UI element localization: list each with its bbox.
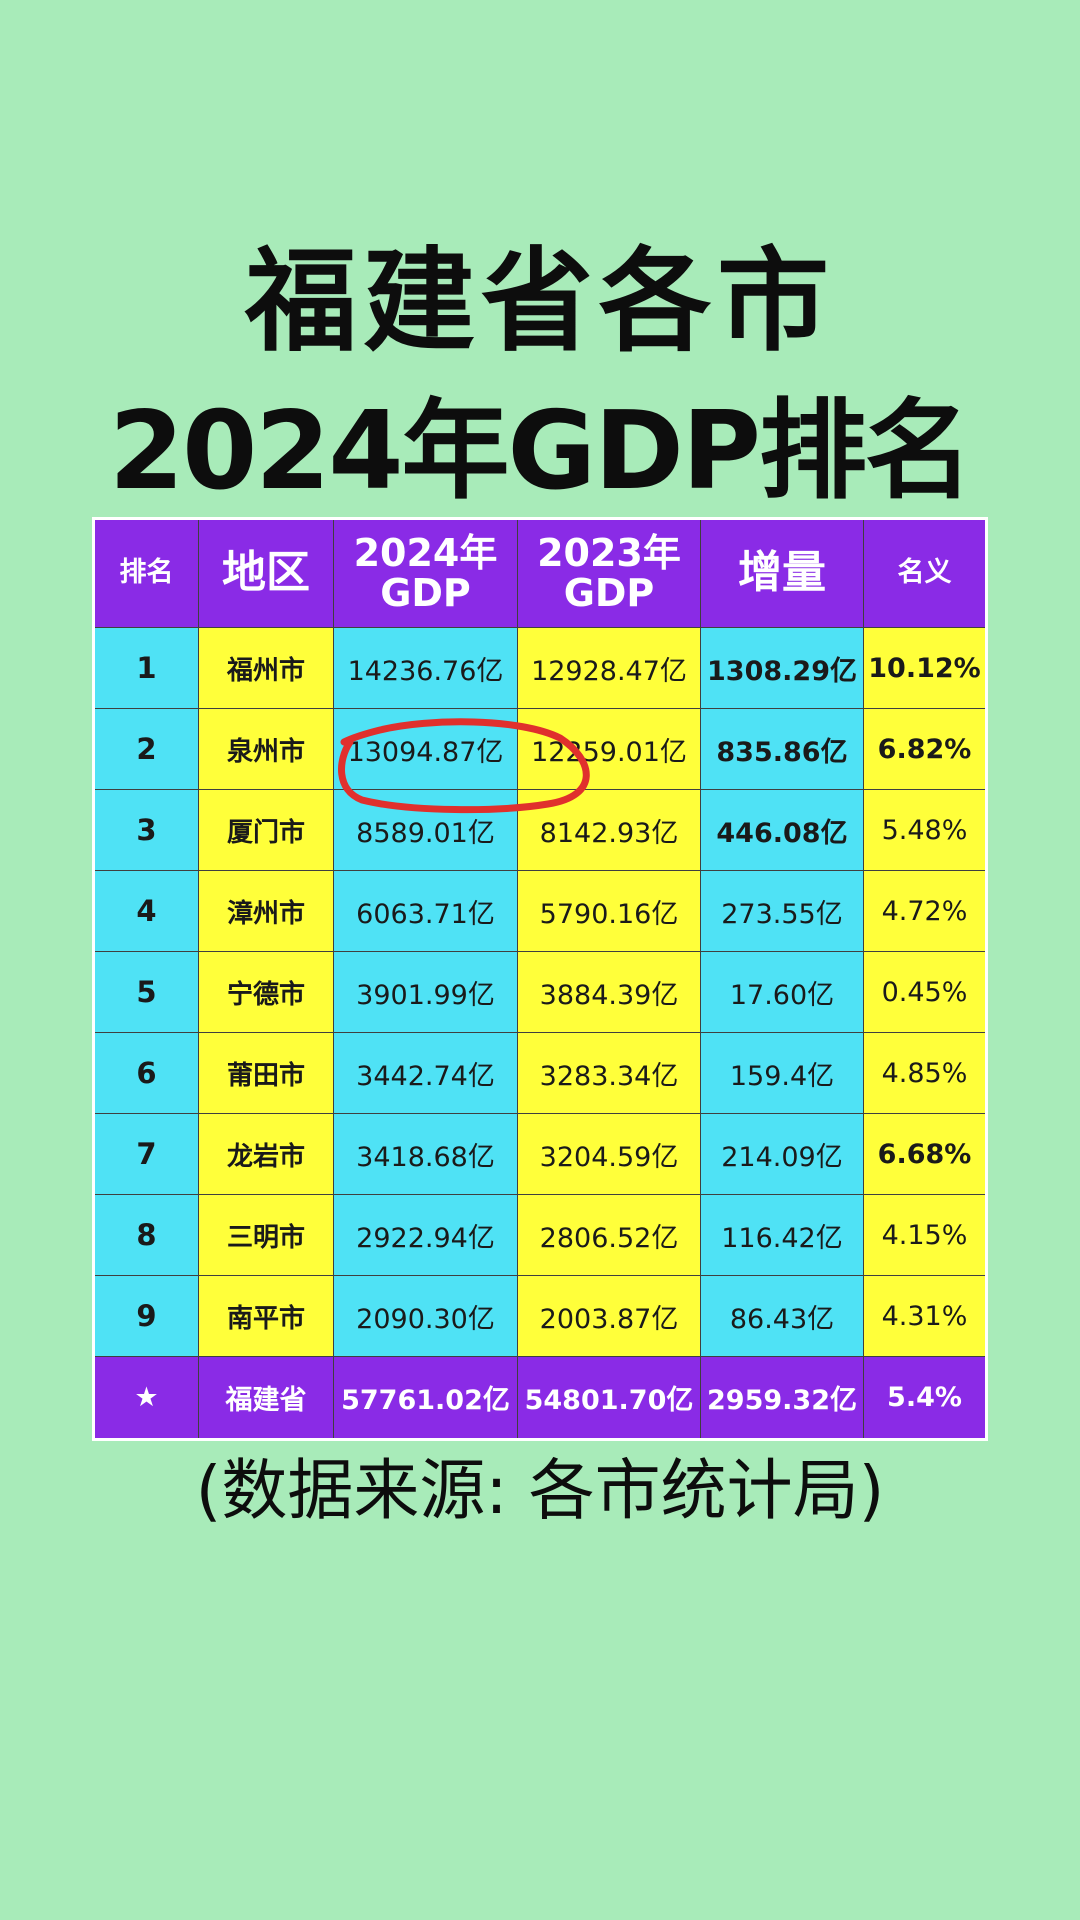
growth-cell: 5.48% (863, 789, 987, 871)
rank-cell: 4 (93, 870, 199, 952)
increase-cell: 214.09亿 (700, 1113, 864, 1195)
star-icon: ★ (93, 1356, 199, 1440)
header-increase: 增量 (700, 518, 864, 628)
gdp-2023-cell: 2806.52亿 (517, 1194, 701, 1276)
table-row: 6 莆田市 3442.74亿 3283.34亿 159.4亿 4.85% (93, 1032, 987, 1114)
rank-cell: 7 (93, 1113, 199, 1195)
gdp-2024-cell: 14236.76亿 (333, 627, 518, 709)
gdp-2024-cell: 13094.87亿 (333, 708, 518, 790)
total-gdp-2024: 57761.02亿 (333, 1356, 518, 1440)
total-row: ★ 福建省 57761.02亿 54801.70亿 2959.32亿 5.4% (93, 1356, 987, 1440)
table-row: 8 三明市 2922.94亿 2806.52亿 116.42亿 4.15% (93, 1194, 987, 1276)
gdp-2023-cell: 3283.34亿 (517, 1032, 701, 1114)
table-row: 9 南平市 2090.30亿 2003.87亿 86.43亿 4.31% (93, 1275, 987, 1357)
total-gdp-2023: 54801.70亿 (517, 1356, 701, 1440)
header-gdp-2023-label: GDP (563, 570, 655, 615)
gdp-2023-cell: 3884.39亿 (517, 951, 701, 1033)
gdp-2023-cell: 8142.93亿 (517, 789, 701, 871)
gdp-2023-cell: 3204.59亿 (517, 1113, 701, 1195)
city-cell: 宁德市 (198, 951, 334, 1033)
table-row: 2 泉州市 13094.87亿 12259.01亿 835.86亿 6.82% (93, 708, 987, 790)
city-cell: 厦门市 (198, 789, 334, 871)
rank-cell: 3 (93, 789, 199, 871)
increase-cell: 17.60亿 (700, 951, 864, 1033)
total-region: 福建省 (198, 1356, 334, 1440)
gdp-2023-cell: 12928.47亿 (517, 627, 701, 709)
table-row: 4 漳州市 6063.71亿 5790.16亿 273.55亿 4.72% (93, 870, 987, 952)
rank-cell: 2 (93, 708, 199, 790)
growth-cell: 4.15% (863, 1194, 987, 1276)
city-cell: 福州市 (198, 627, 334, 709)
growth-cell: 0.45% (863, 951, 987, 1033)
rank-cell: 6 (93, 1032, 199, 1114)
increase-cell: 1308.29亿 (700, 627, 864, 709)
header-gdp-2024-label: GDP (380, 570, 471, 615)
header-gdp-2023-year: 2023年 (537, 530, 681, 575)
city-cell: 三明市 (198, 1194, 334, 1276)
gdp-2024-cell: 3442.74亿 (333, 1032, 518, 1114)
rank-cell: 9 (93, 1275, 199, 1357)
gdp-2024-cell: 3901.99亿 (333, 951, 518, 1033)
city-cell: 莆田市 (198, 1032, 334, 1114)
header-rank: 排名 (93, 518, 199, 628)
page-title-line-2: 2024年GDP排名 (108, 389, 973, 514)
growth-cell: 4.72% (863, 870, 987, 952)
header-gdp-2024-year: 2024年 (353, 530, 498, 575)
growth-cell: 4.31% (863, 1275, 987, 1357)
gdp-2023-cell: 12259.01亿 (517, 708, 701, 790)
gdp-ranking-table: 排名 地区 2024年 GDP 2023年 GDP 增量 名义 1 福州市 1423… (92, 517, 988, 1441)
gdp-2024-cell: 2090.30亿 (333, 1275, 518, 1357)
gdp-2023-cell: 2003.87亿 (517, 1275, 701, 1357)
total-growth: 5.4% (863, 1356, 987, 1440)
header-gdp-2024: 2024年 GDP (333, 518, 518, 628)
table-row: 3 厦门市 8589.01亿 8142.93亿 446.08亿 5.48% (93, 789, 987, 871)
increase-cell: 273.55亿 (700, 870, 864, 952)
growth-cell: 6.68% (863, 1113, 987, 1195)
rank-cell: 1 (93, 627, 199, 709)
increase-cell: 835.86亿 (700, 708, 864, 790)
city-cell: 泉州市 (198, 708, 334, 790)
table-row: 7 龙岩市 3418.68亿 3204.59亿 214.09亿 6.68% (93, 1113, 987, 1195)
gdp-2024-cell: 3418.68亿 (333, 1113, 518, 1195)
table-body: 1 福州市 14236.76亿 12928.47亿 1308.29亿 10.12% 2 泉州市… (93, 627, 987, 1357)
total-increase: 2959.32亿 (700, 1356, 864, 1440)
gdp-2023-cell: 5790.16亿 (517, 870, 701, 952)
gdp-2024-cell: 2922.94亿 (333, 1194, 518, 1276)
rank-cell: 8 (93, 1194, 199, 1276)
table-row: 1 福州市 14236.76亿 12928.47亿 1308.29亿 10.12% (93, 627, 987, 709)
increase-cell: 159.4亿 (700, 1032, 864, 1114)
table-row: 5 宁德市 3901.99亿 3884.39亿 17.60亿 0.45% (93, 951, 987, 1033)
table-header-row: 排名 地区 2024年 GDP 2023年 GDP 增量 名义 (93, 518, 987, 628)
growth-cell: 4.85% (863, 1032, 987, 1114)
increase-cell: 446.08亿 (700, 789, 864, 871)
city-cell: 漳州市 (198, 870, 334, 952)
increase-cell: 116.42亿 (700, 1194, 864, 1276)
header-gdp-2023: 2023年 GDP (517, 518, 701, 628)
gdp-2024-cell: 8589.01亿 (333, 789, 518, 871)
city-cell: 南平市 (198, 1275, 334, 1357)
gdp-2024-cell: 6063.71亿 (333, 870, 518, 952)
rank-cell: 5 (93, 951, 199, 1033)
growth-cell: 10.12% (863, 627, 987, 709)
growth-cell: 6.82% (863, 708, 987, 790)
header-region: 地区 (198, 518, 334, 628)
data-source-note: (数据来源: 各市统计局) (195, 1452, 885, 1529)
city-cell: 龙岩市 (198, 1113, 334, 1195)
page-title-line-1: 福建省各市 (245, 237, 835, 367)
increase-cell: 86.43亿 (700, 1275, 864, 1357)
header-growth: 名义 (863, 518, 987, 628)
